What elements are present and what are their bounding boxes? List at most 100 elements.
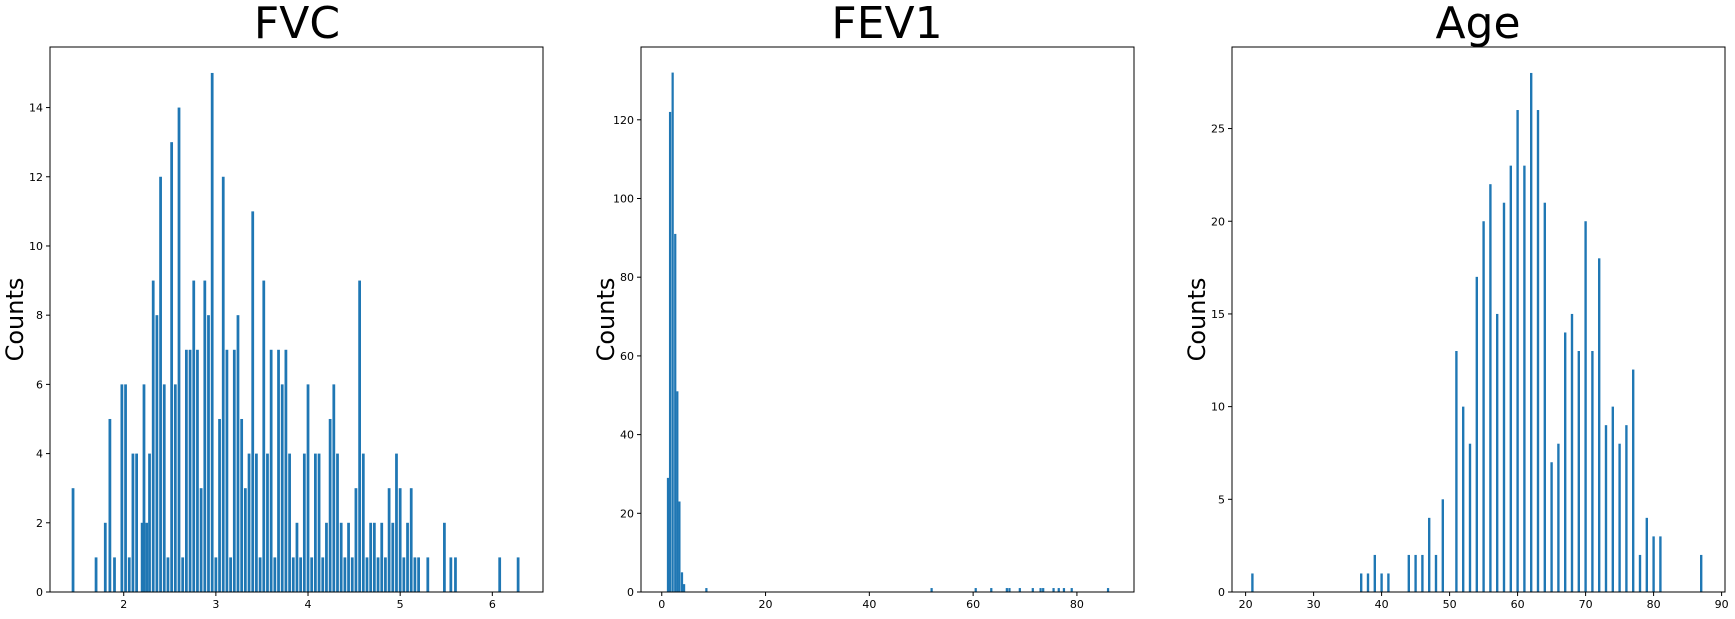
histogram-bar bbox=[127, 557, 131, 592]
histogram-bar bbox=[1489, 184, 1492, 592]
histogram-bar bbox=[678, 501, 681, 592]
x-tick-label: 80 bbox=[1070, 598, 1084, 611]
histogram-bar bbox=[1502, 202, 1506, 592]
histogram-bar bbox=[417, 557, 420, 592]
chart-panel-fev1: 0 20 40 60 80 0 20 40 60 80 100 120 FEV1 Counts bbox=[592, 0, 1135, 611]
x-tick-label: 40 bbox=[1375, 598, 1389, 611]
x-tick-label: 40 bbox=[862, 598, 876, 611]
y-tick-label: 0 bbox=[36, 586, 43, 599]
y-tick-label: 60 bbox=[620, 350, 634, 363]
y-tick-label: 80 bbox=[620, 271, 634, 284]
histogram-bar bbox=[1516, 110, 1519, 592]
histogram-bar bbox=[1360, 573, 1363, 592]
y-tick-label: 2 bbox=[36, 517, 43, 530]
histogram-bar bbox=[1652, 536, 1655, 592]
histogram-bar bbox=[1387, 573, 1390, 592]
histogram-bar bbox=[409, 488, 413, 592]
y-tick-label: 120 bbox=[613, 114, 634, 127]
histogram-bar bbox=[1018, 588, 1021, 592]
histogram-bar bbox=[1557, 443, 1560, 592]
histogram-bar bbox=[273, 557, 277, 592]
y-tick-label: 14 bbox=[29, 102, 43, 115]
histogram-bar bbox=[1380, 573, 1383, 592]
histogram-bar bbox=[142, 384, 146, 592]
x-tick-label: 60 bbox=[966, 598, 980, 611]
y-tick-label: 6 bbox=[36, 378, 43, 391]
histogram-bar bbox=[155, 315, 159, 592]
histogram-bar bbox=[1523, 165, 1526, 592]
histogram-bar bbox=[295, 522, 299, 592]
y-tick-label: 20 bbox=[1211, 215, 1225, 228]
histogram-bar bbox=[1550, 462, 1553, 592]
histogram-bar bbox=[177, 107, 181, 592]
histogram-bar bbox=[325, 522, 328, 592]
histogram-bar bbox=[151, 280, 155, 592]
histogram-bar bbox=[277, 349, 280, 592]
histogram-bar bbox=[1428, 517, 1431, 592]
histogram-bar bbox=[251, 211, 255, 592]
histogram-bar bbox=[1700, 554, 1703, 592]
histogram-bar bbox=[990, 588, 993, 592]
y-tick-label: 10 bbox=[1211, 401, 1225, 414]
histogram-bar bbox=[1052, 588, 1055, 592]
histogram-bar bbox=[1577, 351, 1580, 592]
histogram-bar bbox=[148, 453, 151, 592]
y-tick-label: 5 bbox=[1218, 493, 1225, 506]
histogram-bar bbox=[266, 453, 269, 592]
y-tick-label: 100 bbox=[613, 192, 634, 205]
y-tick-label: 15 bbox=[1211, 308, 1225, 321]
histogram-bar bbox=[498, 557, 502, 592]
x-tick-label: 0 bbox=[658, 598, 665, 611]
histogram-bar bbox=[1591, 351, 1594, 592]
histogram-bar bbox=[328, 418, 332, 592]
histogram-bar bbox=[974, 588, 977, 592]
histogram-bar bbox=[354, 488, 358, 592]
histogram-bar bbox=[108, 418, 112, 592]
histogram-bar bbox=[306, 384, 310, 592]
histogram-bar bbox=[449, 557, 453, 592]
histogram-bar bbox=[1611, 406, 1614, 592]
histogram-bar bbox=[229, 557, 232, 592]
histogram-bar bbox=[516, 557, 520, 592]
histogram-bar bbox=[185, 349, 188, 592]
histogram-bar bbox=[1482, 221, 1485, 592]
histogram-bar bbox=[170, 142, 174, 592]
histogram-bar bbox=[314, 453, 317, 592]
histogram-bar bbox=[387, 488, 391, 592]
x-tick-label: 5 bbox=[397, 598, 404, 611]
histogram-bar bbox=[1005, 588, 1008, 592]
histogram-bar bbox=[1407, 554, 1410, 592]
y-tick-label: 4 bbox=[36, 448, 43, 461]
chart-title: Age bbox=[1435, 0, 1520, 49]
histogram-bar bbox=[668, 111, 672, 593]
histogram-bar bbox=[680, 572, 684, 592]
histogram-bar bbox=[181, 557, 185, 592]
histogram-bar bbox=[255, 453, 258, 592]
histogram-bar bbox=[1031, 588, 1034, 592]
y-tick-label: 40 bbox=[620, 429, 634, 442]
histogram-bar bbox=[173, 384, 177, 592]
histogram-bar bbox=[1057, 588, 1060, 592]
histogram-bar bbox=[210, 72, 214, 592]
x-tick-label: 20 bbox=[1239, 598, 1253, 611]
histogram-bar bbox=[358, 280, 361, 592]
histogram-bar bbox=[1421, 554, 1424, 592]
histogram-bar bbox=[221, 176, 225, 592]
chart-panel-age: 20 30 40 50 60 70 80 90 0 5 10 15 20 25 Age Counts bbox=[1183, 0, 1729, 611]
y-tick-label: 0 bbox=[627, 586, 634, 599]
histogram-bar bbox=[288, 453, 291, 592]
histogram-bar bbox=[426, 557, 430, 592]
histogram-bar bbox=[140, 522, 144, 592]
histogram-bar bbox=[1008, 588, 1011, 592]
histogram-bar bbox=[188, 349, 192, 592]
histogram-bar bbox=[1070, 588, 1073, 592]
histogram-bar bbox=[1251, 573, 1254, 592]
histogram-bar bbox=[284, 349, 288, 592]
histogram-bar bbox=[1618, 443, 1621, 592]
histogram-bar bbox=[339, 522, 343, 592]
histogram-bar bbox=[113, 557, 116, 592]
histogram-bar bbox=[376, 557, 380, 592]
histogram-bar bbox=[145, 522, 149, 592]
histogram-bar bbox=[365, 557, 369, 592]
